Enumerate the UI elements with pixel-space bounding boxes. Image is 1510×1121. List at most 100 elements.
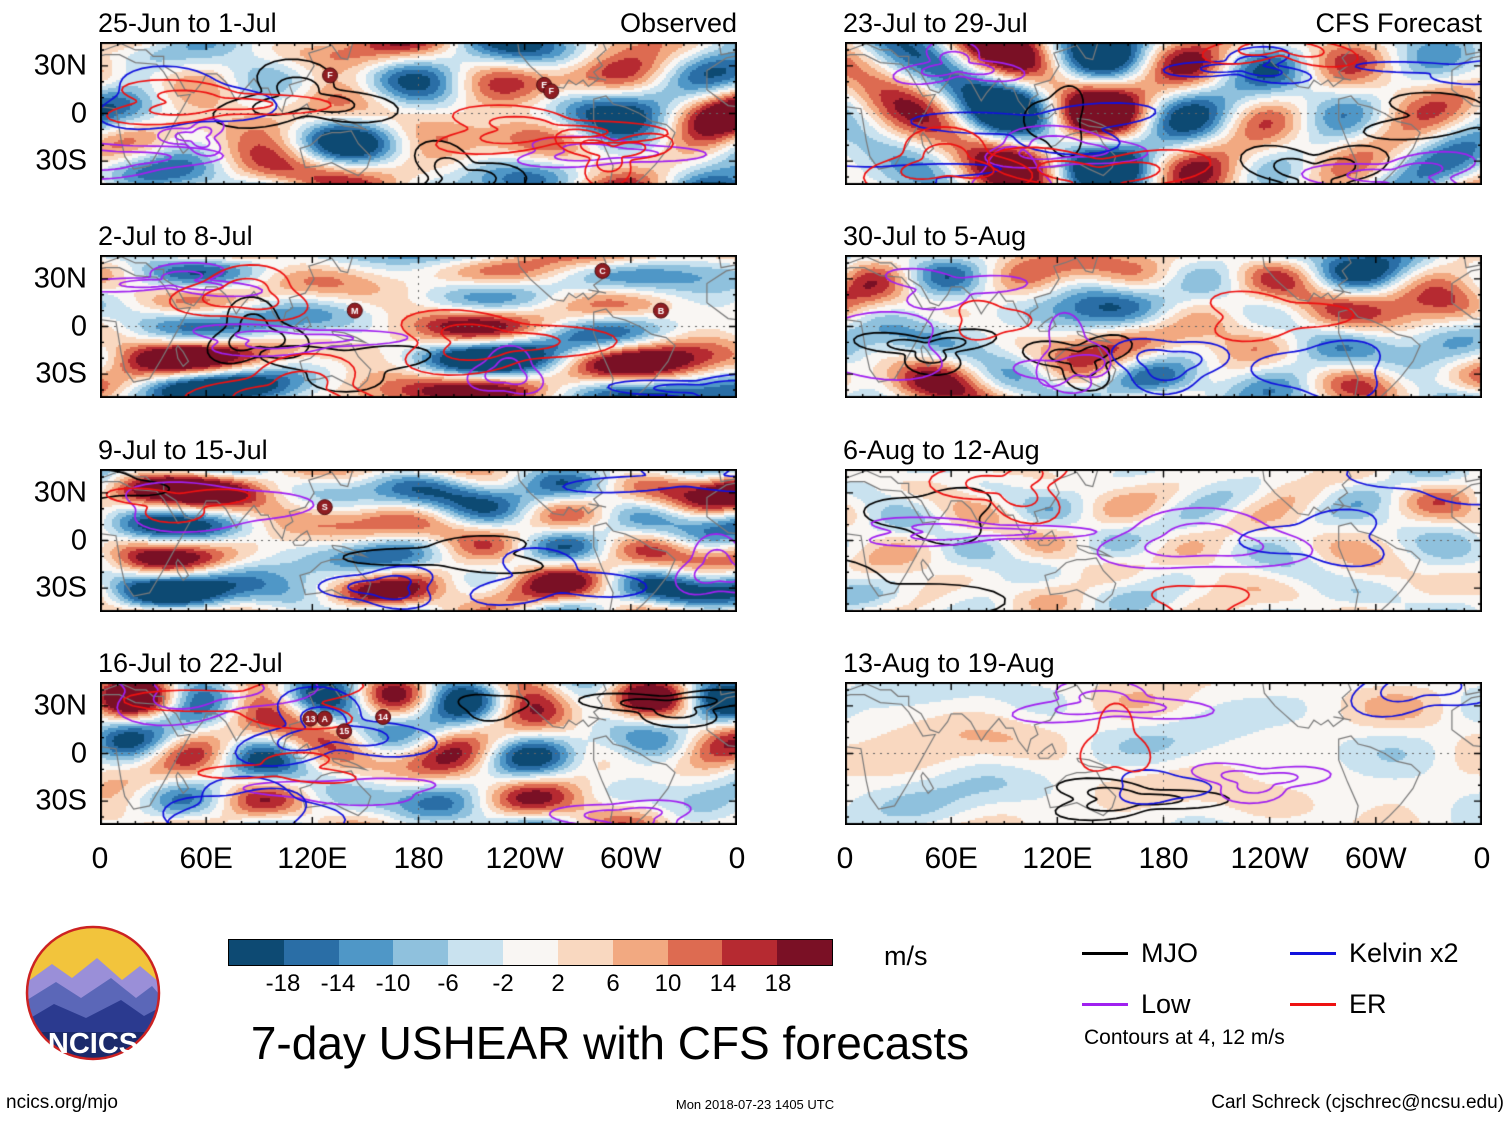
ncics-logo: NCICS xyxy=(25,925,161,1061)
column-header: Observed xyxy=(619,8,737,38)
footer-credit: Carl Schreck (cjschrec@ncsu.edu) xyxy=(1211,1092,1504,1113)
panel-date-label: 30-Jul to 5-Aug xyxy=(843,221,1027,251)
y-tick-label: 30S xyxy=(35,357,87,390)
colorbar-tick-label: -6 xyxy=(437,970,459,997)
map-panel: 23-Jul to 29-Jul CFS Forecast xyxy=(843,8,1482,185)
map-canvas xyxy=(100,682,737,825)
map-canvas xyxy=(100,255,737,398)
map-panel: 2-Jul to 8-Jul 30N 0 30S xyxy=(34,221,737,398)
x-tick-label: 120E xyxy=(277,842,348,875)
map-canvas xyxy=(845,682,1482,825)
y-tick-label: 30N xyxy=(33,689,87,722)
colorbar-tick-label: -18 xyxy=(265,970,301,997)
y-axis-labels: 30N 0 30S xyxy=(3,682,91,825)
legend-line xyxy=(1082,952,1128,955)
map-canvas xyxy=(845,42,1482,185)
legend-line xyxy=(1082,1003,1128,1006)
contour-legend: MJO Low Kelvin x2 ER xyxy=(1082,938,1459,1020)
map-canvas xyxy=(100,469,737,612)
panel-date-label: 9-Jul to 15-Jul xyxy=(98,435,268,465)
colorbar-segment xyxy=(722,940,778,965)
colorbar-tick-label: -2 xyxy=(492,970,514,997)
y-tick-label: 30S xyxy=(35,144,87,177)
colorbar-tick-label: 10 xyxy=(654,970,682,997)
map-panel: 6-Aug to 12-Aug xyxy=(843,435,1482,612)
colorbar-tick-label: 2 xyxy=(551,970,565,997)
x-tick-label: 60E xyxy=(179,842,233,875)
map-panel: 30-Jul to 5-Aug xyxy=(843,221,1482,398)
colorbar-segment xyxy=(229,940,284,965)
panel-date-label: 16-Jul to 22-Jul xyxy=(98,648,283,678)
map-canvas xyxy=(100,42,737,185)
colorbar-tick-label: 18 xyxy=(764,970,792,997)
colorbar-units: m/s xyxy=(884,941,928,971)
colorbar: -18 -14 -10 -6 -2 2 6 10 14 18 xyxy=(228,939,833,997)
x-axis-labels-forecast: 0 60E 120E 180 120W 60W 0 xyxy=(837,842,1491,884)
y-tick-label: 0 xyxy=(70,737,87,769)
colorbar-segment xyxy=(448,940,504,965)
colorbar-tick-label: -14 xyxy=(320,970,356,997)
colorbar-segment xyxy=(283,940,339,965)
logo-rim xyxy=(25,925,161,1061)
y-axis-labels: 30N 0 30S xyxy=(3,255,91,398)
map-panel: 25-Jun to 1-Jul Observed 30N 0 30S xyxy=(34,8,737,185)
colorbar-tick-label: -10 xyxy=(375,970,411,997)
y-tick-label: 30N xyxy=(33,49,87,82)
map-canvas xyxy=(845,255,1482,398)
legend-entry: Kelvin x2 xyxy=(1290,938,1459,969)
x-tick-label: 60W xyxy=(599,842,662,875)
y-tick-label: 30N xyxy=(33,262,87,295)
legend-entry: Low xyxy=(1082,989,1290,1020)
panel-date-label: 23-Jul to 29-Jul xyxy=(843,8,1028,38)
colorbar-segment xyxy=(557,940,613,965)
map-panel: 16-Jul to 22-Jul 30N 0 30S xyxy=(34,648,737,825)
colorbar-segment xyxy=(612,940,668,965)
x-tick-label: 180 xyxy=(393,842,444,875)
colorbar-tick-label: 14 xyxy=(709,970,737,997)
x-tick-label: 180 xyxy=(1138,842,1189,875)
x-tick-label: 0 xyxy=(836,842,854,875)
footer-timestamp: Mon 2018-07-23 1405 UTC xyxy=(675,1097,835,1112)
legend-label: Kelvin x2 xyxy=(1349,938,1459,968)
map-canvas xyxy=(845,469,1482,612)
y-tick-label: 30N xyxy=(33,476,87,509)
colorbar-tick-label: 6 xyxy=(606,970,620,997)
legend-line xyxy=(1290,1003,1336,1006)
map-panel: 13-Aug to 19-Aug xyxy=(843,648,1482,825)
y-tick-label: 30S xyxy=(35,571,87,604)
legend-entry: ER xyxy=(1290,989,1459,1020)
panel-date-label: 25-Jun to 1-Jul xyxy=(98,8,277,38)
x-tick-label: 0 xyxy=(91,842,109,875)
x-tick-label: 0 xyxy=(1473,842,1491,875)
footer-url: ncics.org/mjo xyxy=(6,1092,118,1113)
x-tick-label: 0 xyxy=(728,842,746,875)
panel-date-label: 6-Aug to 12-Aug xyxy=(843,435,1040,465)
y-tick-label: 0 xyxy=(70,524,87,556)
figure-title: 7-day USHEAR with CFS forecasts xyxy=(250,1017,970,1069)
y-tick-label: 0 xyxy=(70,310,87,342)
y-axis-labels: 30N 0 30S xyxy=(3,469,91,612)
x-axis-labels-observed: 0 60E 120E 180 120W 60W 0 xyxy=(92,842,746,884)
x-tick-label: 60E xyxy=(924,842,978,875)
colorbar-segment xyxy=(503,940,558,965)
x-tick-label: 60W xyxy=(1344,842,1407,875)
y-tick-label: 0 xyxy=(70,97,87,129)
colorbar-segment xyxy=(338,940,394,965)
colorbar-segment xyxy=(777,940,832,965)
legend-label: Low xyxy=(1141,989,1191,1019)
legend-entry: MJO xyxy=(1082,938,1290,969)
map-panel: 9-Jul to 15-Jul 30N 0 30S xyxy=(34,435,737,612)
panel-date-label: 13-Aug to 19-Aug xyxy=(843,648,1055,678)
y-axis-labels: 30N 0 30S xyxy=(3,42,91,185)
logo-text: NCICS xyxy=(48,1028,138,1060)
panel-date-label: 2-Jul to 8-Jul xyxy=(98,221,253,251)
column-header: CFS Forecast xyxy=(1315,8,1482,38)
y-tick-label: 30S xyxy=(35,784,87,817)
colorbar-segment xyxy=(667,940,723,965)
legend-label: ER xyxy=(1349,989,1387,1019)
x-tick-label: 120E xyxy=(1022,842,1093,875)
x-tick-label: 120W xyxy=(485,842,564,875)
contour-note: Contours at 4, 12 m/s xyxy=(1084,1026,1285,1049)
legend-label: MJO xyxy=(1141,938,1198,968)
